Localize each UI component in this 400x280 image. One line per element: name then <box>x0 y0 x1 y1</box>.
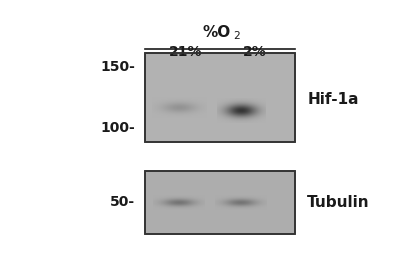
Text: 50-: 50- <box>110 195 135 209</box>
Text: 150-: 150- <box>100 60 135 74</box>
Text: Tubulin: Tubulin <box>307 195 370 210</box>
Text: 21%: 21% <box>168 45 202 59</box>
Bar <box>144 53 295 143</box>
Text: %O: %O <box>202 25 231 41</box>
Bar <box>144 171 295 234</box>
Text: 2%: 2% <box>242 45 266 59</box>
Text: Hif-1a: Hif-1a <box>307 92 359 107</box>
Text: 100-: 100- <box>100 121 135 135</box>
Text: $_2$: $_2$ <box>233 27 241 42</box>
Bar <box>144 171 295 234</box>
Bar <box>144 53 295 143</box>
